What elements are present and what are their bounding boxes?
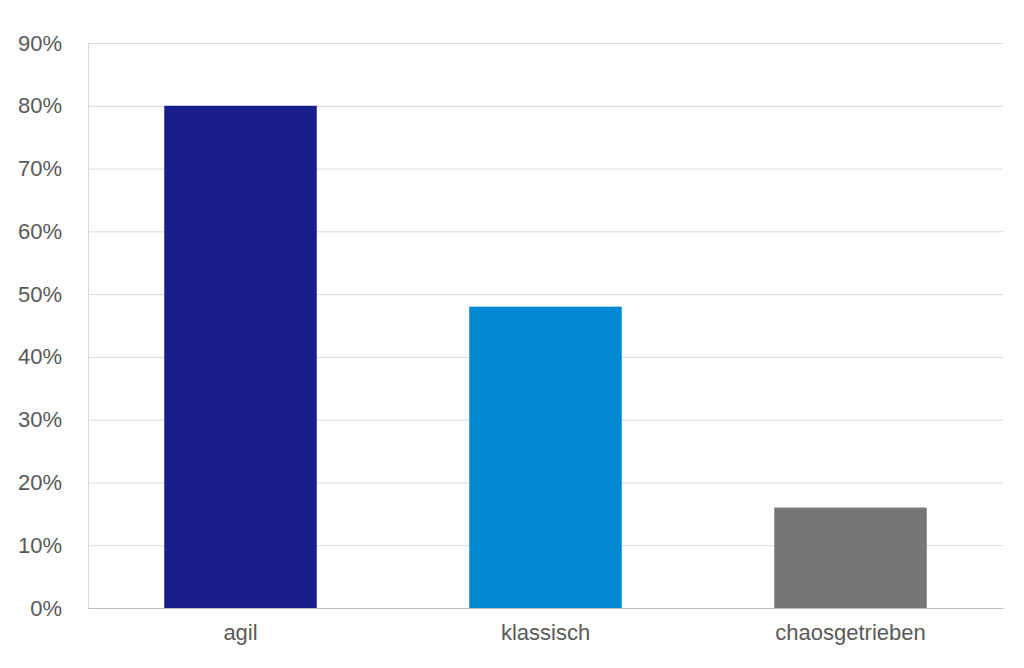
y-tick: 90% <box>18 31 1003 56</box>
x-tick: klassisch <box>501 620 590 645</box>
x-axis: agil klassisch chaosgetrieben <box>89 609 1004 645</box>
y-tick-label: 60% <box>18 219 62 244</box>
y-axis-line <box>88 44 89 609</box>
y-tick-label: 20% <box>18 470 62 495</box>
x-axis-line <box>89 608 1004 609</box>
x-tick: chaosgetrieben <box>775 620 925 645</box>
y-tick-label: 90% <box>18 31 62 56</box>
y-tick-label: 70% <box>18 156 62 181</box>
y-tick-label: 0% <box>30 596 62 621</box>
x-tick-label: klassisch <box>501 620 590 645</box>
y-tick-label: 40% <box>18 344 62 369</box>
bars <box>164 106 927 608</box>
bar <box>469 307 622 608</box>
y-tick-label: 30% <box>18 407 62 432</box>
y-tick-label: 10% <box>18 533 62 558</box>
chart: 0% 10% 20% 30% 40% 50% 60% 70% 80% 90% agil klassis… <box>0 0 1024 668</box>
bar <box>164 106 317 608</box>
x-tick-label: chaosgetrieben <box>775 620 925 645</box>
bar <box>774 508 927 608</box>
y-tick-label: 50% <box>18 282 62 307</box>
grid-line <box>88 43 1003 44</box>
grid-line <box>88 608 1003 609</box>
x-tick-label: agil <box>223 620 257 645</box>
y-tick-label: 80% <box>18 93 62 118</box>
y-axis: 0% 10% 20% 30% 40% 50% 60% 70% 80% 90% <box>18 31 1003 621</box>
x-tick: agil <box>223 620 257 645</box>
